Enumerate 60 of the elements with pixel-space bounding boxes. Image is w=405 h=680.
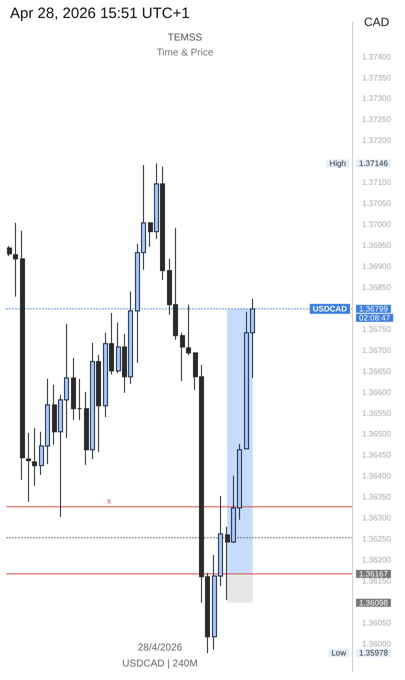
y-tick-label: 1.36300 xyxy=(362,514,392,523)
candlestick xyxy=(109,312,114,376)
text: Time & Price xyxy=(156,48,214,58)
text: 02:08:47 xyxy=(359,313,391,322)
y-axis-title: CAD xyxy=(364,15,390,29)
candlestick xyxy=(186,304,191,356)
y-tick-label: 1.36450 xyxy=(362,450,392,460)
annotation: 28/4/2026 xyxy=(138,642,183,654)
y-tick-label: 1.36400 xyxy=(362,472,392,481)
y-tick-label: 1.36650 xyxy=(362,366,392,376)
annotation: High xyxy=(330,158,346,168)
y-tick-label: 1.36050 xyxy=(362,618,392,628)
y-tick-label: 1.36850 xyxy=(362,282,392,292)
candlestick xyxy=(52,384,57,446)
y-tick-label: 1.37400 xyxy=(362,52,392,62)
y-tick-label: 1.36500 xyxy=(362,430,392,439)
y-tick-label: 1.36550 xyxy=(362,408,392,418)
candlestick xyxy=(122,334,127,394)
candlestick xyxy=(180,332,185,382)
candlestick xyxy=(96,354,101,452)
y-tick-label: 1.36200 xyxy=(362,556,392,565)
candlestick xyxy=(225,526,230,600)
text: 1.36098 xyxy=(359,598,388,608)
y-tick-label: 1.37200 xyxy=(362,136,392,146)
candlestick xyxy=(154,162,159,240)
y-tick-label: 1.36600 xyxy=(362,388,392,397)
candlestick xyxy=(160,166,165,280)
candlestick xyxy=(20,230,25,480)
candlestick xyxy=(84,391,89,466)
text: Apr 28, 2026 15:51 UTC+1 xyxy=(10,5,190,22)
y-tick-label: 1.37100 xyxy=(362,178,392,188)
candlestick xyxy=(32,427,37,486)
text: 1.36167 xyxy=(359,569,388,578)
candlestick xyxy=(26,432,31,502)
candlestick xyxy=(148,222,153,248)
y-tick-label: 1.37350 xyxy=(362,73,392,82)
ref-line-label: USDCAD xyxy=(312,304,348,314)
candlestick xyxy=(103,332,108,418)
candlestick xyxy=(128,291,133,384)
y-tick-label: 1.37000 xyxy=(362,220,392,230)
candlestick xyxy=(90,342,95,460)
y-tick-label: 1.36700 xyxy=(362,346,392,355)
y-tick-label: 1.36250 xyxy=(362,534,392,544)
ref-line-label: x xyxy=(107,496,112,506)
annotation: Low xyxy=(331,648,346,658)
text: 1.36799 xyxy=(359,304,388,314)
y-tick-label: 1.36000 xyxy=(362,639,392,648)
y-tick-label: 1.36150 xyxy=(362,576,392,586)
y-tick-label: 1.36900 xyxy=(362,262,392,271)
y-tick-label: 1.37050 xyxy=(362,199,392,208)
y-tick-label: 1.36350 xyxy=(362,492,392,502)
y-tick-label: 1.37250 xyxy=(362,115,392,124)
candlestick xyxy=(116,322,121,374)
text: 1.35978 xyxy=(359,648,388,658)
y-tick-label: 1.36950 xyxy=(362,241,392,250)
text: TEMSS xyxy=(168,32,203,44)
y-tick-label: 1.36750 xyxy=(362,324,392,334)
y-tick-label: 1.37300 xyxy=(362,94,392,104)
annotation: USDCAD | 240M xyxy=(122,658,198,670)
text: 1.37146 xyxy=(359,158,388,168)
